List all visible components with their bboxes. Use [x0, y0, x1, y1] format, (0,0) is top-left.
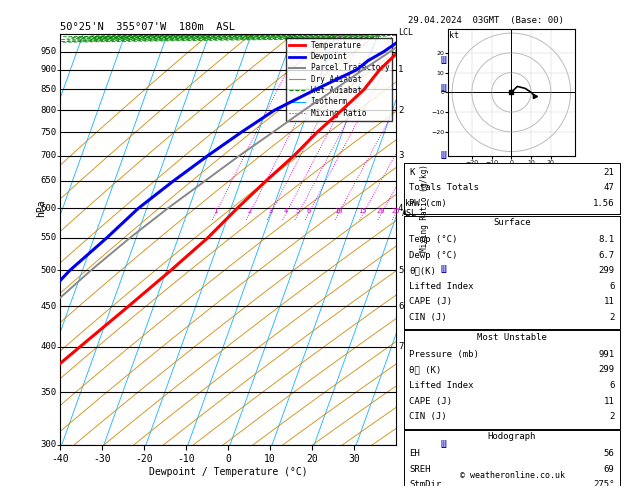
Text: 991: 991 — [598, 350, 615, 359]
Text: 21: 21 — [604, 168, 615, 177]
Text: 800: 800 — [40, 105, 57, 115]
Text: 2: 2 — [247, 208, 252, 214]
Text: 10: 10 — [334, 208, 342, 214]
Text: 2: 2 — [609, 313, 615, 322]
Text: θᴇ (K): θᴇ (K) — [409, 365, 442, 375]
Text: 7: 7 — [398, 342, 403, 351]
Text: 4: 4 — [284, 208, 288, 214]
Text: 6: 6 — [609, 281, 615, 291]
Text: 6: 6 — [398, 302, 403, 311]
Text: θᴇ(K): θᴇ(K) — [409, 266, 437, 275]
Text: 275°: 275° — [593, 480, 615, 486]
Text: 15: 15 — [359, 208, 367, 214]
Text: SREH: SREH — [409, 465, 431, 474]
Text: 500: 500 — [40, 266, 57, 275]
Text: EH: EH — [409, 449, 420, 458]
Text: Hodograph: Hodograph — [488, 432, 536, 441]
Text: Ш: Ш — [440, 85, 447, 94]
Text: Surface: Surface — [493, 218, 531, 227]
Text: Ш: Ш — [440, 265, 447, 276]
Text: CAPE (J): CAPE (J) — [409, 297, 452, 306]
Text: 400: 400 — [40, 342, 57, 351]
Text: Temp (°C): Temp (°C) — [409, 235, 458, 244]
Text: 5: 5 — [398, 266, 403, 275]
Text: 6: 6 — [609, 381, 615, 390]
Text: 550: 550 — [40, 233, 57, 243]
Text: 450: 450 — [40, 302, 57, 311]
Text: 50°25'N  355°07'W  180m  ASL: 50°25'N 355°07'W 180m ASL — [60, 22, 235, 32]
Text: 5: 5 — [296, 208, 300, 214]
Text: 850: 850 — [40, 85, 57, 94]
Text: CAPE (J): CAPE (J) — [409, 397, 452, 406]
Text: 600: 600 — [40, 204, 57, 213]
Text: Dewp (°C): Dewp (°C) — [409, 251, 458, 260]
Text: 3: 3 — [268, 208, 272, 214]
Text: Pressure (mb): Pressure (mb) — [409, 350, 479, 359]
Text: km
ASL: km ASL — [402, 199, 417, 218]
Text: kt: kt — [449, 31, 459, 40]
Text: 750: 750 — [40, 128, 57, 137]
Text: Most Unstable: Most Unstable — [477, 333, 547, 342]
Text: LCL: LCL — [398, 28, 413, 37]
Text: PW (cm): PW (cm) — [409, 199, 447, 208]
Text: Ш: Ш — [440, 55, 447, 66]
Text: CIN (J): CIN (J) — [409, 313, 447, 322]
Text: 650: 650 — [40, 176, 57, 186]
Text: 350: 350 — [40, 388, 57, 397]
Text: 6.7: 6.7 — [598, 251, 615, 260]
Text: 1: 1 — [398, 66, 403, 74]
Text: 47: 47 — [604, 183, 615, 192]
Legend: Temperature, Dewpoint, Parcel Trajectory, Dry Adiabat, Wet Adiabat, Isotherm, Mi: Temperature, Dewpoint, Parcel Trajectory… — [286, 38, 392, 121]
Text: 25: 25 — [391, 208, 399, 214]
Text: CIN (J): CIN (J) — [409, 412, 447, 421]
Text: 20: 20 — [377, 208, 386, 214]
X-axis label: Dewpoint / Temperature (°C): Dewpoint / Temperature (°C) — [148, 467, 308, 477]
Text: K: K — [409, 168, 415, 177]
Text: 299: 299 — [598, 266, 615, 275]
Text: Lifted Index: Lifted Index — [409, 381, 474, 390]
Text: Lifted Index: Lifted Index — [409, 281, 474, 291]
Text: hPa: hPa — [36, 199, 47, 217]
Text: © weatheronline.co.uk: © weatheronline.co.uk — [460, 471, 564, 480]
Text: 2: 2 — [609, 412, 615, 421]
Text: 6: 6 — [306, 208, 311, 214]
Text: 8.1: 8.1 — [598, 235, 615, 244]
Text: Mixing Ratio (g/kg): Mixing Ratio (g/kg) — [420, 164, 430, 252]
Text: Ш: Ш — [440, 440, 447, 450]
Text: Ш: Ш — [440, 151, 447, 161]
Text: 11: 11 — [604, 297, 615, 306]
Text: 1.56: 1.56 — [593, 199, 615, 208]
Text: 2: 2 — [398, 105, 403, 115]
Text: 900: 900 — [40, 66, 57, 74]
Text: 300: 300 — [40, 440, 57, 449]
Text: 3: 3 — [398, 151, 403, 160]
Text: 56: 56 — [604, 449, 615, 458]
Text: 4: 4 — [398, 204, 403, 213]
Text: 69: 69 — [604, 465, 615, 474]
Text: 29.04.2024  03GMT  (Base: 00): 29.04.2024 03GMT (Base: 00) — [408, 16, 564, 25]
Text: 950: 950 — [40, 47, 57, 56]
Text: 700: 700 — [40, 151, 57, 160]
Text: 1: 1 — [213, 208, 218, 214]
Text: StmDir: StmDir — [409, 480, 442, 486]
Text: 11: 11 — [604, 397, 615, 406]
Text: Totals Totals: Totals Totals — [409, 183, 479, 192]
Text: 299: 299 — [598, 365, 615, 375]
